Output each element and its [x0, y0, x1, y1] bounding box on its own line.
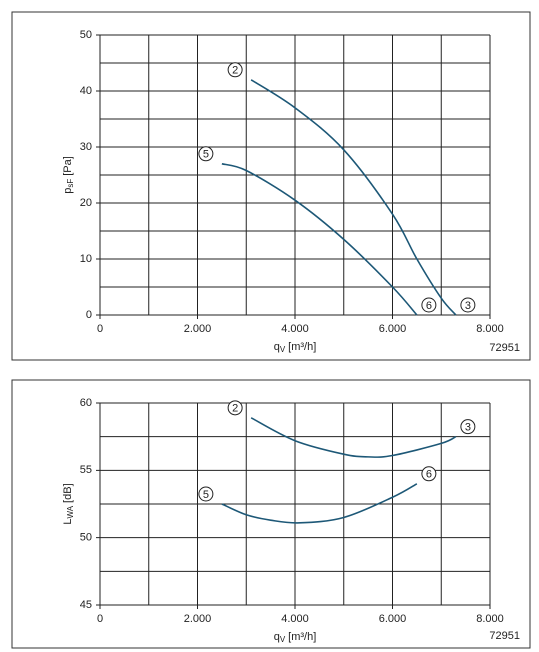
- x-axis-label-sub: V: [280, 345, 286, 354]
- x-tick-label: 4.000: [281, 323, 309, 335]
- y-axis-label-unit: [Pa]: [62, 156, 74, 176]
- x-axis-label-unit: [m³/h]: [288, 631, 316, 643]
- y-tick-label: 10: [80, 253, 92, 265]
- y-tick-label: 20: [80, 197, 92, 209]
- x-tick-label: 4.000: [281, 613, 309, 625]
- curve: [221, 483, 418, 524]
- point-badge: [421, 297, 437, 313]
- point-label: 5: [203, 149, 209, 161]
- y-tick-label: 30: [80, 141, 92, 153]
- x-tick-label: 2.000: [184, 323, 212, 335]
- y-tick-label: 60: [80, 397, 92, 409]
- panel-frame: [11, 379, 531, 649]
- x-tick-label: 6.000: [379, 613, 407, 625]
- x-tick-label: 2.000: [184, 613, 212, 625]
- y-tick-label: 50: [80, 29, 92, 41]
- y-axis-label: psF [Pa]: [62, 156, 75, 194]
- point-badge: [198, 146, 214, 162]
- y-tick-label: 45: [80, 599, 92, 611]
- y-axis-label: LWA [dB]: [62, 483, 75, 524]
- figure-code: 72951: [489, 342, 520, 354]
- y-axis-label-sub: WA: [66, 505, 75, 518]
- point-label: 6: [426, 469, 432, 481]
- y-tick-label: 55: [80, 464, 92, 476]
- y-axis-label-unit: [dB]: [62, 483, 74, 503]
- point-label: 6: [426, 300, 432, 312]
- x-axis-label-unit: [m³/h]: [288, 341, 316, 353]
- y-tick-label: 40: [80, 85, 92, 97]
- x-tick-label: 0: [97, 323, 103, 335]
- point-badge: [227, 62, 243, 78]
- x-axis-label-main: q: [274, 341, 280, 353]
- point-label: 3: [465, 300, 471, 312]
- y-axis-label-main: p: [62, 188, 74, 194]
- y-axis-label-main: L: [62, 519, 74, 525]
- x-tick-label: 8.000: [476, 323, 504, 335]
- point-badge: [198, 486, 214, 502]
- point-badge: [421, 466, 437, 482]
- x-axis-label-main: q: [274, 631, 280, 643]
- curve: [250, 79, 457, 316]
- panel-frame: [11, 11, 531, 361]
- point-badge: [460, 419, 476, 435]
- y-tick-label: 0: [86, 309, 92, 321]
- point-label: 2: [232, 65, 238, 77]
- figure-code: 72951: [489, 630, 520, 642]
- x-axis-label: qV [m³/h]: [274, 341, 317, 354]
- point-label: 2: [232, 403, 238, 415]
- x-axis-label-sub: V: [280, 635, 286, 644]
- x-tick-label: 6.000: [379, 323, 407, 335]
- curve: [221, 163, 418, 316]
- point-label: 3: [465, 422, 471, 434]
- y-tick-label: 50: [80, 532, 92, 544]
- point-label: 5: [203, 489, 209, 501]
- x-tick-label: 0: [97, 613, 103, 625]
- curve: [250, 417, 457, 458]
- x-tick-label: 8.000: [476, 613, 504, 625]
- x-axis-label: qV [m³/h]: [274, 631, 317, 644]
- point-badge: [460, 297, 476, 313]
- point-badge: [227, 400, 243, 416]
- y-axis-label-sub: sF: [66, 179, 75, 188]
